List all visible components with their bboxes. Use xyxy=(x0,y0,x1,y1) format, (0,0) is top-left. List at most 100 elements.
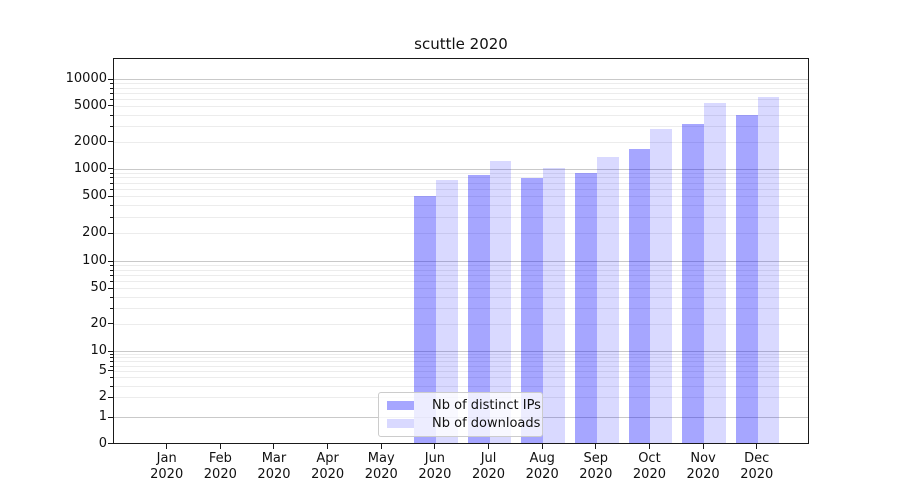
x-tick-label-year: 2020 xyxy=(525,467,559,482)
y-minor-tick-mark xyxy=(110,205,113,207)
y-tick-mark xyxy=(108,350,113,352)
x-tick-label-year: 2020 xyxy=(418,467,452,482)
x-tick-label-year: 2020 xyxy=(740,467,774,482)
bar-downloads-oct xyxy=(650,128,673,444)
x-tick-label: Oct 2020 xyxy=(617,451,681,483)
y-minor-tick-mark xyxy=(110,125,113,127)
y-tick-label: 0 xyxy=(98,435,107,451)
y-minor-tick-mark xyxy=(110,354,113,356)
y-tick-label: 100 xyxy=(82,253,107,268)
x-tick-mark xyxy=(273,443,275,449)
chart-title: scuttle 2020 xyxy=(414,35,508,53)
y-tick-mark xyxy=(108,141,113,143)
bar-downloads-sep xyxy=(596,156,619,444)
y-tick-mark xyxy=(108,260,113,262)
bar-distinct-ips-sep xyxy=(575,172,597,444)
x-tick-mark xyxy=(380,443,382,449)
y-tick-label: 2 xyxy=(98,389,107,405)
x-tick-label: May 2020 xyxy=(349,451,413,483)
y-tick-mark xyxy=(108,195,113,197)
y-minor-tick-mark xyxy=(110,296,113,298)
y-tick-mark xyxy=(108,232,113,234)
x-tick-label: Jun 2020 xyxy=(403,451,467,483)
gridline-minor xyxy=(114,385,808,387)
bar-distinct-ips-jun xyxy=(414,195,436,444)
bar-downloads-aug xyxy=(543,168,565,444)
y-minor-tick-mark xyxy=(110,83,113,85)
x-tick-label: Sep 2020 xyxy=(564,451,628,483)
y-tick-label: 10 xyxy=(90,343,107,358)
legend-entry-distinct-ips: Nb of distinct IPs xyxy=(387,398,541,413)
y-tick-label: 200 xyxy=(82,225,107,241)
gridline-minor xyxy=(114,141,808,143)
gridline-major xyxy=(114,351,808,352)
x-tick-label-year: 2020 xyxy=(471,467,506,482)
y-tick-label: 1000 xyxy=(73,160,107,176)
y-minor-tick-mark xyxy=(110,98,113,100)
y-minor-tick-mark xyxy=(110,87,113,89)
x-tick-mark xyxy=(434,443,436,449)
x-tick-mark xyxy=(488,443,490,449)
gridline-minor xyxy=(114,92,808,94)
x-tick-label: Nov 2020 xyxy=(671,451,735,483)
y-tick-mark xyxy=(108,105,113,107)
x-tick-mark xyxy=(648,443,650,449)
x-tick-mark xyxy=(756,443,758,449)
legend-swatch-distinct-ips xyxy=(387,401,414,410)
gridline-minor xyxy=(114,377,808,379)
y-minor-tick-mark xyxy=(110,182,113,184)
bar-distinct-ips-aug xyxy=(521,177,544,444)
gridline-minor xyxy=(114,233,808,235)
y-tick-label: 5000 xyxy=(73,97,107,113)
x-tick-label-year: 2020 xyxy=(257,467,291,482)
y-tick-label: 5 xyxy=(98,362,107,378)
y-tick-label: 50 xyxy=(90,280,107,296)
gridline-minor xyxy=(114,87,808,89)
x-tick-mark xyxy=(166,443,168,449)
gridline-minor xyxy=(114,296,808,298)
x-tick-label: Feb 2020 xyxy=(188,451,252,483)
gridline-minor xyxy=(114,177,808,179)
y-tick-mark xyxy=(108,287,113,289)
legend-entry-downloads: Nb of downloads xyxy=(387,416,540,431)
legend: Nb of distinct IPs Nb of downloads xyxy=(378,392,543,437)
gridline-minor xyxy=(114,280,808,282)
y-tick-mark xyxy=(108,443,113,444)
bar-distinct-ips-nov xyxy=(682,124,705,444)
x-tick-label: Jan 2020 xyxy=(135,451,199,483)
bar-downloads-jul xyxy=(489,161,512,444)
gridline-minor xyxy=(114,323,808,325)
y-minor-tick-mark xyxy=(110,269,113,271)
gridline-minor xyxy=(114,308,808,310)
y-tick-mark xyxy=(108,168,113,169)
x-tick-mark xyxy=(595,443,597,449)
y-minor-tick-mark xyxy=(110,216,113,218)
y-minor-tick-mark xyxy=(110,177,113,179)
y-tick-label: 1 xyxy=(98,409,107,424)
legend-swatch-downloads xyxy=(387,419,414,428)
x-tick-label-year: 2020 xyxy=(364,467,398,482)
x-tick-label-year: 2020 xyxy=(311,467,345,482)
bar-distinct-ips-jul xyxy=(467,174,490,444)
x-tick-label-year: 2020 xyxy=(150,467,184,482)
x-tick-label-year: 2020 xyxy=(203,467,237,482)
x-tick-label: Dec 2020 xyxy=(725,451,789,483)
gridline-minor xyxy=(114,361,808,363)
gridline-major xyxy=(114,168,808,170)
y-minor-tick-mark xyxy=(110,377,113,379)
gridline-minor xyxy=(114,370,808,372)
y-minor-tick-mark xyxy=(110,274,113,276)
gridline-minor xyxy=(114,365,808,367)
gridline-minor xyxy=(114,98,808,100)
gridline-minor xyxy=(114,83,808,85)
gridline-minor xyxy=(114,125,808,127)
gridline-minor xyxy=(114,269,808,271)
y-tick-mark xyxy=(108,323,113,325)
y-minor-tick-mark xyxy=(110,114,113,116)
x-tick-label: Jul 2020 xyxy=(457,451,521,483)
gridline-minor xyxy=(114,114,808,116)
bar-downloads-nov xyxy=(704,102,726,444)
x-tick-label-year: 2020 xyxy=(686,467,720,482)
x-tick-label-year: 2020 xyxy=(632,467,666,482)
